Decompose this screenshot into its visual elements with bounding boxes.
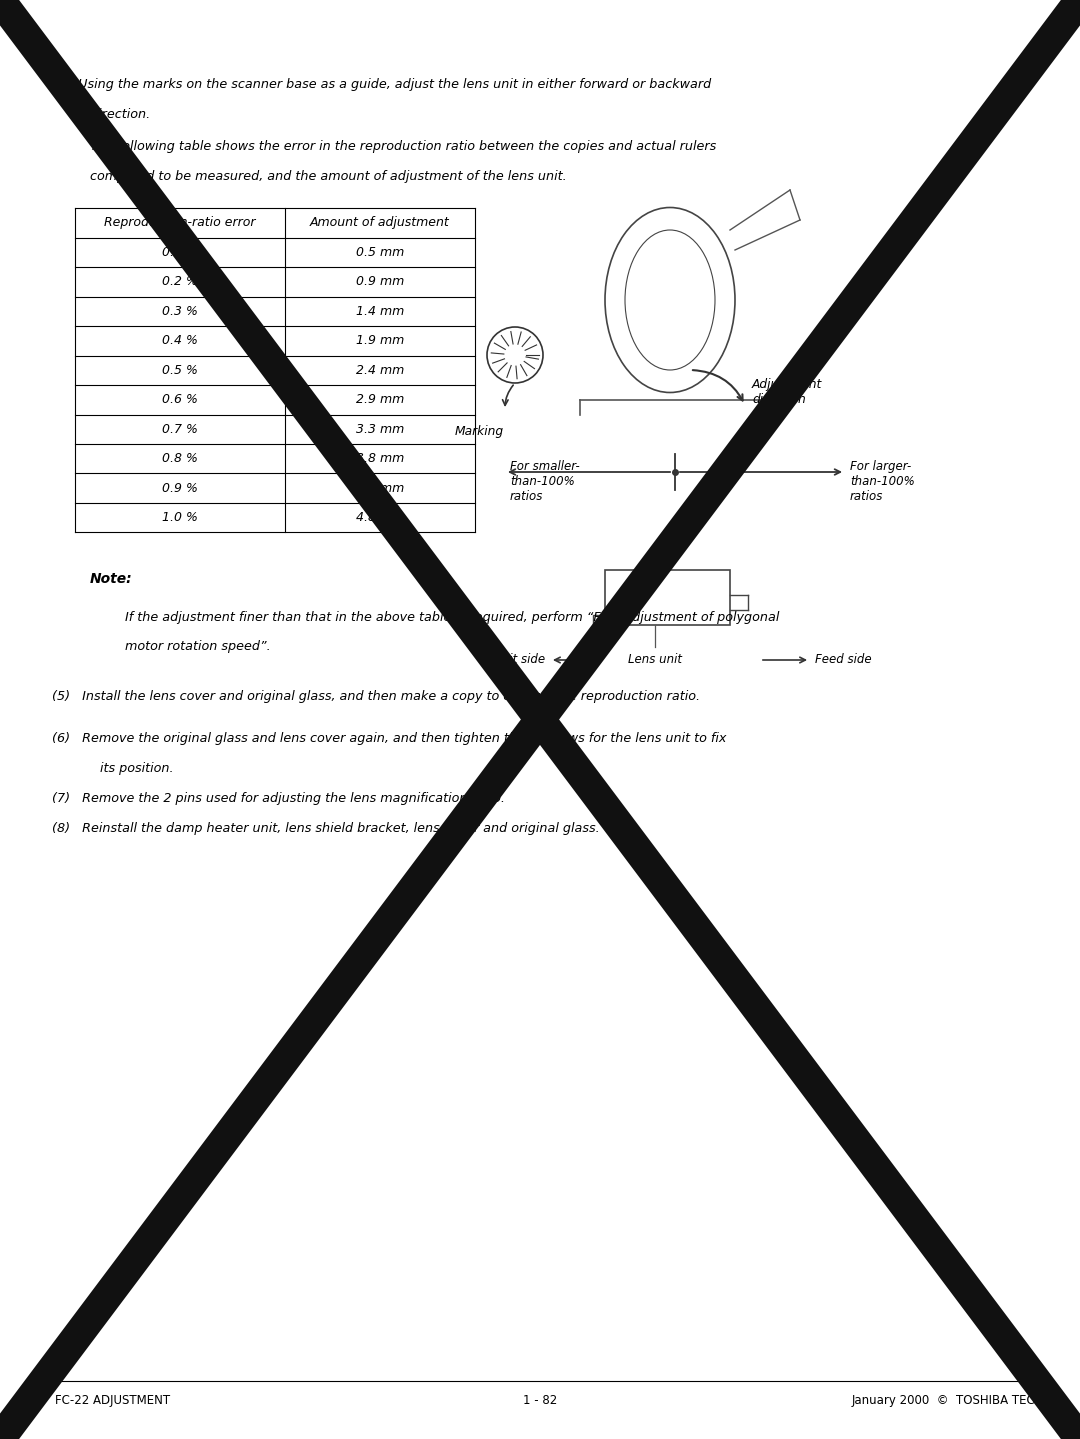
Text: 1.9 mm: 1.9 mm	[356, 334, 404, 347]
Text: Reproduction-ratio error: Reproduction-ratio error	[105, 216, 256, 229]
Text: 1.0 %: 1.0 %	[162, 511, 198, 524]
Text: 0.7 %: 0.7 %	[162, 423, 198, 436]
Text: 1.4 mm: 1.4 mm	[356, 305, 404, 318]
Text: Note:: Note:	[90, 573, 133, 587]
Text: 0.2 %: 0.2 %	[162, 275, 198, 288]
Text: Amount of adjustment: Amount of adjustment	[310, 216, 450, 229]
Text: (6)   Remove the original glass and lens cover again, and then tighten the 2 scr: (6) Remove the original glass and lens c…	[52, 732, 727, 745]
Text: 0.9 %: 0.9 %	[162, 482, 198, 495]
Text: 0.8 %: 0.8 %	[162, 452, 198, 465]
Text: For larger-
than-100%
ratios: For larger- than-100% ratios	[850, 460, 915, 504]
Text: 0.1 %: 0.1 %	[162, 246, 198, 259]
Text: 4.8 mm: 4.8 mm	[356, 511, 404, 524]
Text: Lens unit: Lens unit	[627, 653, 681, 666]
Bar	[605, 570, 730, 625]
Text: Marking: Marking	[455, 425, 504, 437]
Text: 4.3 mm: 4.3 mm	[356, 482, 404, 495]
Text: 2.9 mm: 2.9 mm	[356, 393, 404, 406]
Text: (4)  Using the marks on the scanner base as a guide, adjust the lens unit in eit: (4) Using the marks on the scanner base …	[52, 78, 712, 91]
Text: 3.8 mm: 3.8 mm	[356, 452, 404, 465]
Bar	[593, 614, 611, 633]
Text: The following table shows the error in the reproduction ratio between the copies: The following table shows the error in t…	[90, 140, 716, 153]
Text: direction.: direction.	[90, 108, 150, 121]
Text: 3.3 mm: 3.3 mm	[356, 423, 404, 436]
Text: 0.5 %: 0.5 %	[162, 364, 198, 377]
Text: 0.5 mm: 0.5 mm	[356, 246, 404, 259]
Text: its position.: its position.	[100, 763, 174, 776]
Text: 0.9 mm: 0.9 mm	[356, 275, 404, 288]
Text: For smaller-
than-100%
ratios: For smaller- than-100% ratios	[510, 460, 580, 504]
Text: (7)   Remove the 2 pins used for adjusting the lens magnification ratio.: (7) Remove the 2 pins used for adjusting…	[52, 793, 504, 806]
Text: FC-22 ADJUSTMENT: FC-22 ADJUSTMENT	[55, 1394, 171, 1407]
Text: 0.6 %: 0.6 %	[162, 393, 198, 406]
Text: Feed side: Feed side	[815, 653, 872, 666]
Text: motor rotation speed”.: motor rotation speed”.	[125, 640, 271, 653]
Text: Adjustment
direction: Adjustment direction	[752, 378, 822, 406]
Text: compared to be measured, and the amount of adjustment of the lens unit.: compared to be measured, and the amount …	[90, 170, 567, 183]
Text: 1 - 82: 1 - 82	[523, 1394, 557, 1407]
Text: January 2000  ©  TOSHIBA TEC: January 2000 © TOSHIBA TEC	[851, 1394, 1035, 1407]
Text: 2.4 mm: 2.4 mm	[356, 364, 404, 377]
Text: 0.3 %: 0.3 %	[162, 305, 198, 318]
Text: Exit side: Exit side	[495, 653, 545, 666]
Text: 0.4 %: 0.4 %	[162, 334, 198, 347]
Text: If the adjustment finer than that in the above table is required, perform “Fine : If the adjustment finer than that in the…	[125, 610, 780, 623]
Text: (8)   Reinstall the damp heater unit, lens shield bracket, lens cover and origin: (8) Reinstall the damp heater unit, lens…	[52, 823, 599, 836]
Text: (5)   Install the lens cover and original glass, and then make a copy to confirm: (5) Install the lens cover and original …	[52, 691, 700, 704]
